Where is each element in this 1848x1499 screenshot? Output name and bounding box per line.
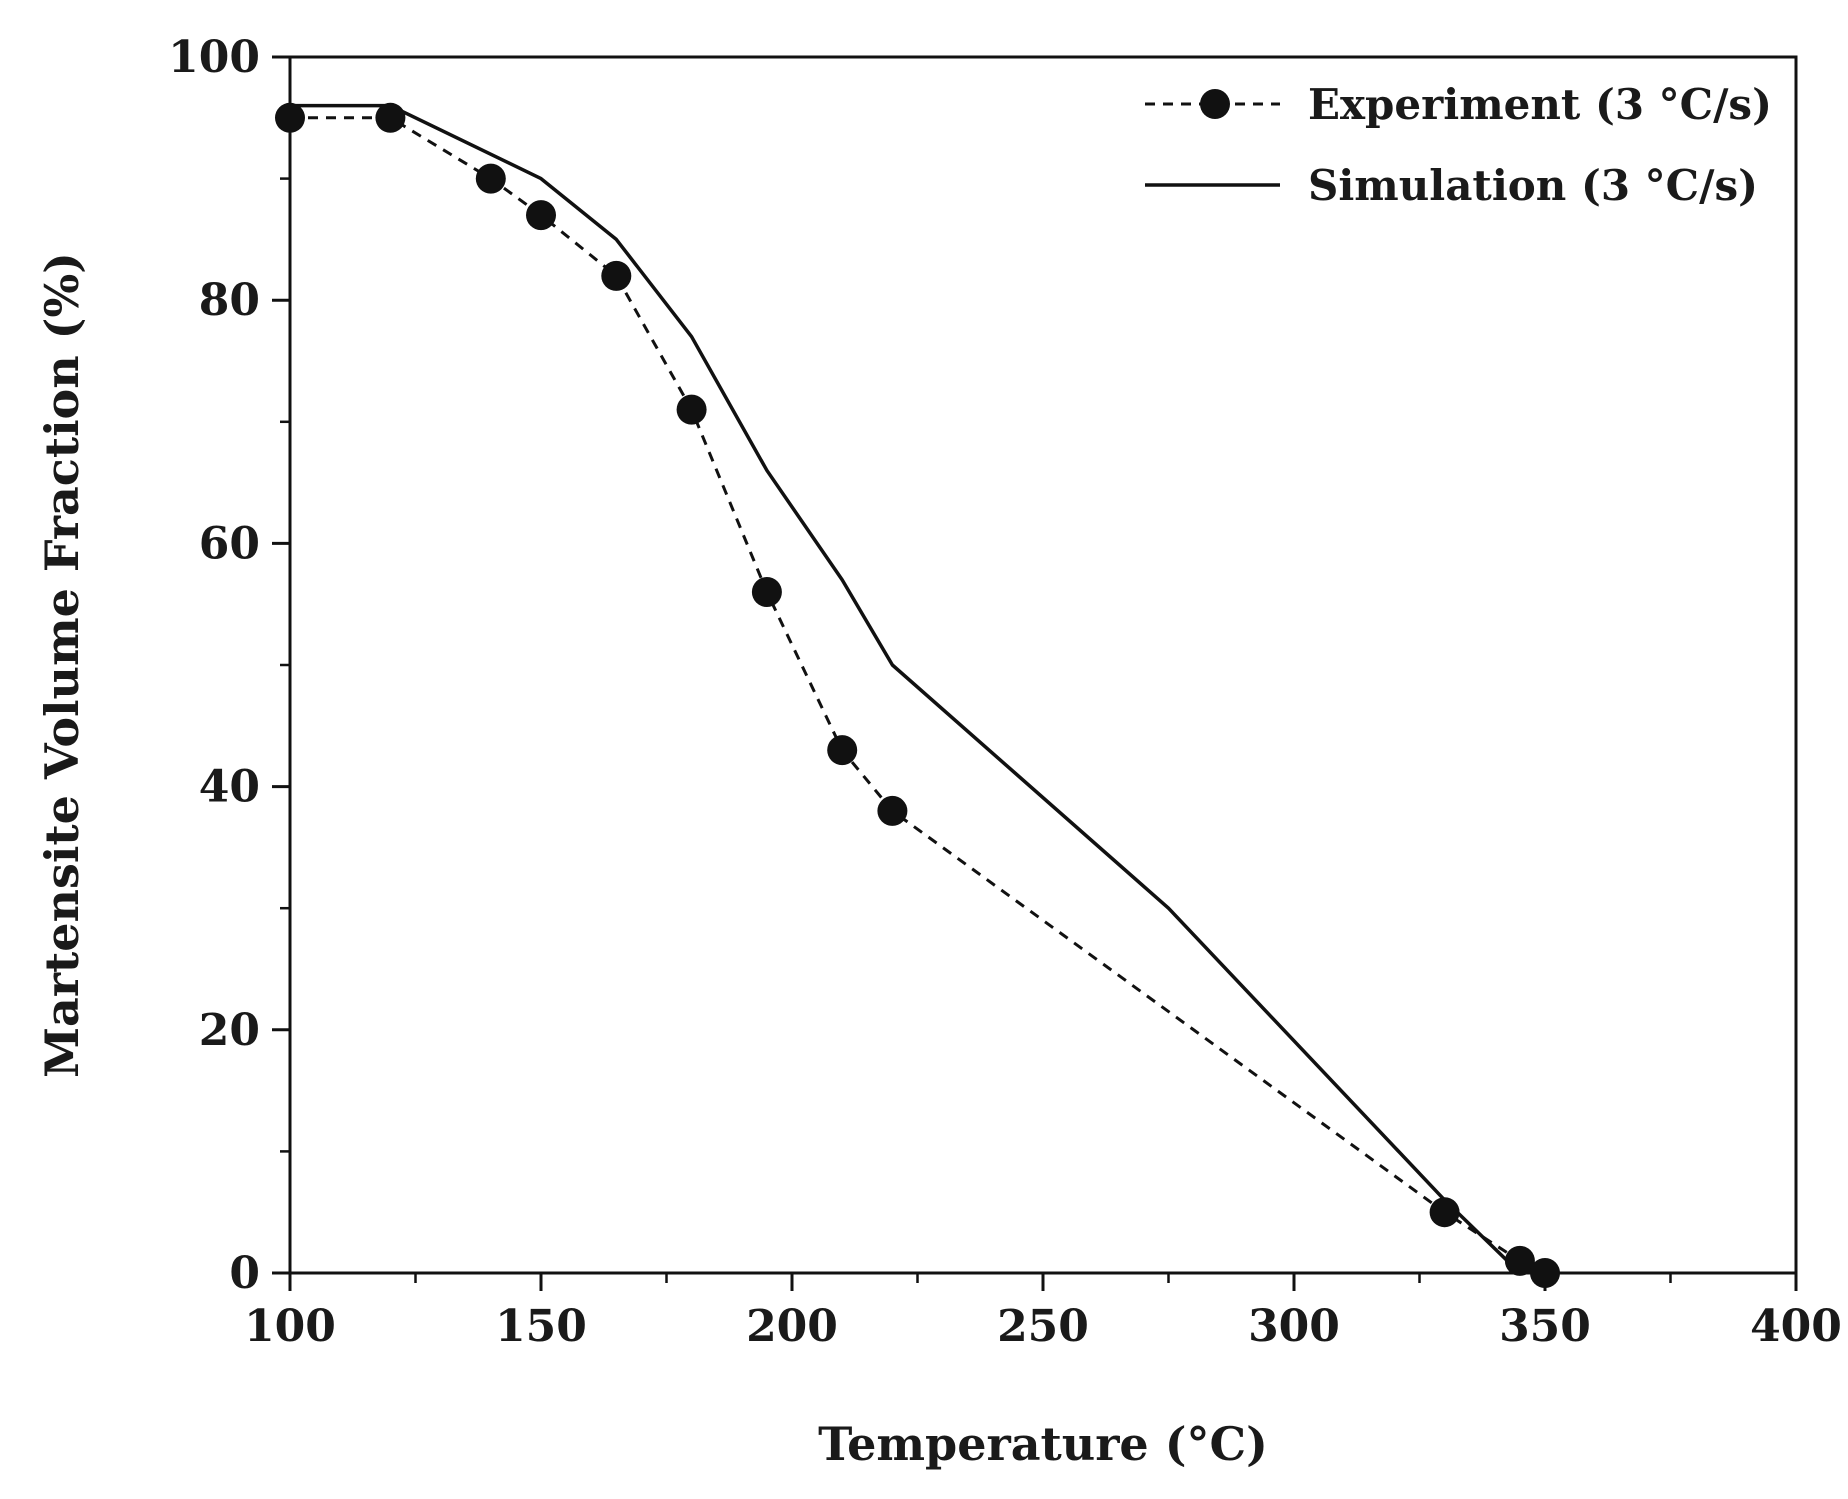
legend-simulation-label: Simulation (3 °C/s) — [1308, 161, 1758, 210]
tick-labels: 100 150 200 250 300 350 400 0 20 40 60 80 100 — [168, 32, 1842, 1352]
y-tick-label: 0 — [229, 1248, 260, 1299]
y-tick-label: 60 — [199, 518, 260, 569]
experiment-data-point — [827, 735, 858, 766]
x-tick-label: 250 — [997, 1301, 1089, 1352]
experiment-data-point — [877, 795, 908, 826]
experiment-data-point — [526, 200, 556, 231]
legend-experiment-swatch — [1145, 89, 1280, 119]
axis-ticks — [272, 55, 1798, 1291]
experiment-data-point — [475, 163, 506, 194]
simulation-series-line — [290, 103, 1522, 1275]
legend-experiment-marker — [1200, 89, 1230, 119]
plot-frame — [288, 55, 1798, 1275]
x-tick-label: 300 — [1248, 1301, 1340, 1352]
x-tick-label: 400 — [1750, 1301, 1842, 1352]
experiment-data-point — [1429, 1197, 1460, 1228]
experiment-series-line — [290, 116, 1546, 1275]
y-tick-label: 80 — [199, 275, 260, 326]
y-tick-label: 40 — [199, 762, 260, 813]
x-tick-label: 150 — [495, 1301, 587, 1352]
experiment-data-point — [601, 260, 632, 291]
legend-experiment-label: Experiment (3 °C/s) — [1308, 80, 1772, 129]
y-axis-title: Martensite Volume Fraction (%) — [35, 252, 89, 1078]
experiment-data-point — [1504, 1245, 1535, 1276]
y-tick-label: 100 — [168, 32, 260, 83]
experiment-data-point — [676, 394, 707, 425]
x-tick-label: 200 — [746, 1301, 838, 1352]
y-tick-label: 20 — [199, 1005, 260, 1056]
experiment-data-point — [375, 102, 406, 133]
experiment-data-point — [751, 577, 782, 608]
x-tick-label: 350 — [1499, 1301, 1591, 1352]
legend: Experiment (3 °C/s) Simulation (3 °C/s) — [1145, 80, 1772, 210]
x-tick-label: 100 — [244, 1301, 336, 1352]
x-axis-title: Temperature (°C) — [818, 1417, 1268, 1471]
plot-series — [275, 102, 1560, 1288]
